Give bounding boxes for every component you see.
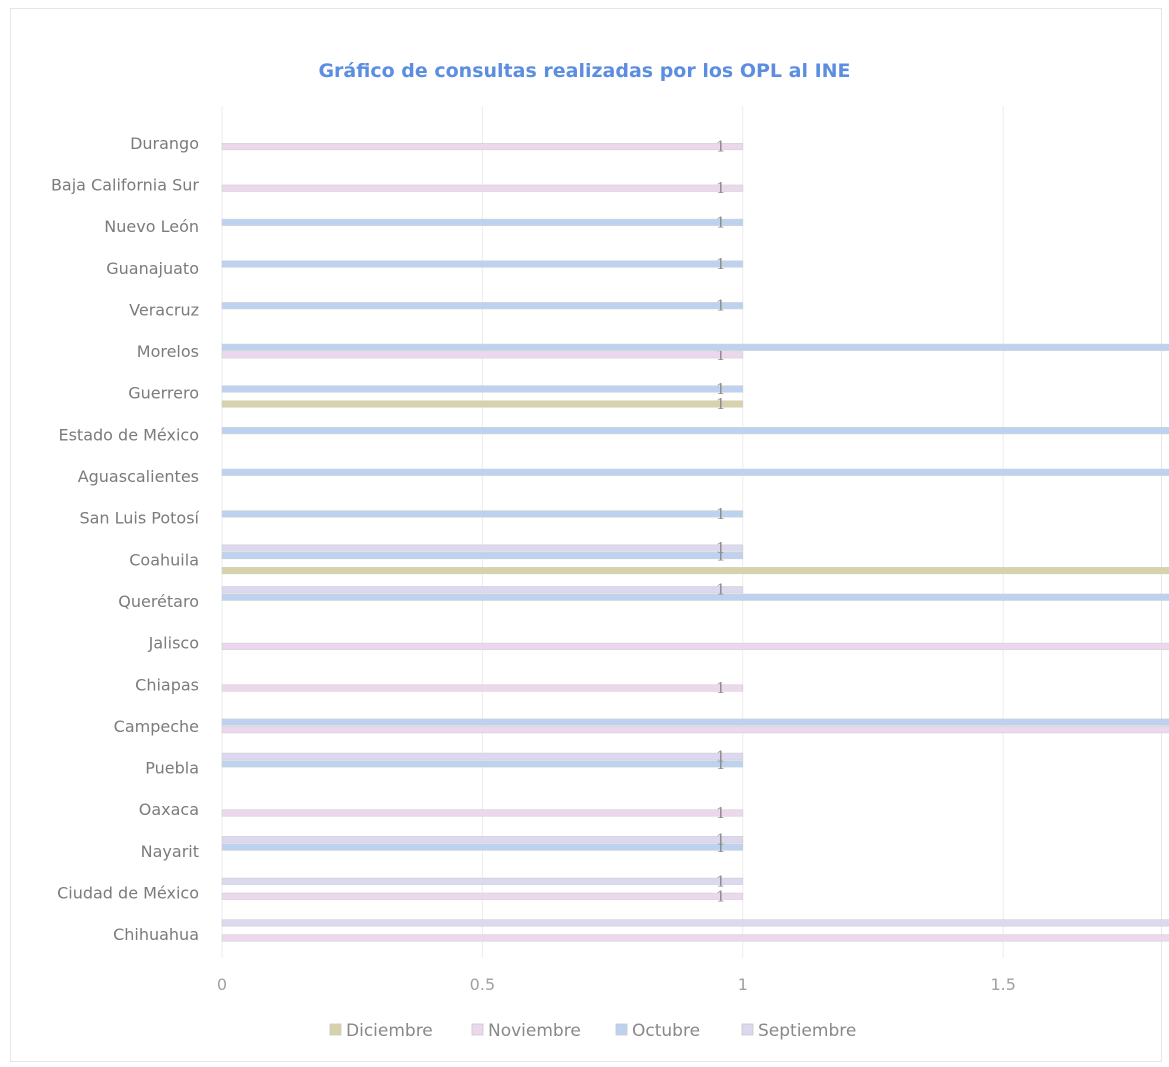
bar-diciembre-coahuila — [221, 567, 1169, 575]
data-label-noviembre-oaxaca: 1 — [716, 804, 726, 822]
data-label-septiembre-queretaro: 1 — [716, 581, 726, 599]
legend-swatch-septiembre — [741, 1023, 754, 1036]
bar-noviembre-durango — [221, 143, 744, 151]
category-label-guerrero: Guerrero — [128, 384, 199, 403]
category-label-puebla: Puebla — [145, 759, 199, 778]
category-label-guanajuato: Guanajuato — [106, 259, 199, 278]
category-label-nayarit: Nayarit — [141, 842, 199, 861]
category-label-campeche: Campeche — [114, 717, 199, 736]
bar-noviembre-chihuahua — [221, 934, 1169, 942]
bar-octubre-nayarit — [221, 843, 744, 851]
category-label-durango: Durango — [130, 134, 199, 153]
bar-octubre-nuevo-leon — [221, 218, 744, 226]
x-tick-label: 1 — [738, 975, 748, 994]
legend-swatch-diciembre — [329, 1023, 342, 1036]
data-label-noviembre-morelos: 1 — [716, 346, 726, 364]
bar-septiembre-puebla — [221, 752, 744, 760]
chart-title: Gráfico de consultas realizadas por los … — [318, 60, 851, 82]
bar-noviembre-jalisco — [221, 642, 1169, 650]
bar-octubre-campeche — [221, 718, 1169, 726]
data-label-septiembre-coahuila: 1 — [716, 539, 726, 557]
category-label-aguascalientes: Aguascalientes — [78, 467, 199, 486]
x-tick-label: 0.5 — [470, 975, 495, 994]
chart-frame — [10, 8, 1162, 1062]
legend-label-octubre: Octubre — [632, 1021, 700, 1041]
bar-noviembre-morelos — [221, 351, 744, 359]
bar-noviembre-oaxaca — [221, 809, 744, 817]
data-label-octubre-coahuila: 1 — [716, 547, 726, 565]
bar-octubre-coahuila — [221, 552, 744, 560]
data-label-noviembre-durango: 1 — [716, 138, 726, 156]
bar-diciembre-guerrero — [221, 400, 744, 408]
category-label-nuevo-leon: Nuevo León — [104, 217, 199, 236]
legend-label-noviembre: Noviembre — [488, 1021, 581, 1041]
bars: 312112121111123113213111311111 — [221, 138, 1169, 942]
category-label-queretaro: Querétaro — [118, 592, 199, 611]
bar-octubre-san-luis-potosi — [221, 510, 744, 518]
data-label-octubre-veracruz: 1 — [716, 297, 726, 315]
bar-octubre-morelos — [221, 343, 1169, 351]
data-label-noviembre-ciudad-de-mexico: 1 — [716, 887, 726, 905]
bar-septiembre-ciudad-de-mexico — [221, 877, 744, 885]
data-label-octubre-nuevo-leon: 1 — [716, 213, 726, 231]
x-axis-tick-labels: 00.511.522.533.5 — [217, 975, 1016, 994]
bar-septiembre-coahuila — [221, 544, 744, 552]
gridlines — [221, 106, 1004, 958]
category-label-coahuila: Coahuila — [129, 550, 199, 569]
bar-octubre-guerrero — [221, 385, 744, 393]
x-tick-label: 1.5 — [990, 975, 1015, 994]
data-label-noviembre-chiapas: 1 — [716, 679, 726, 697]
category-label-jalisco: Jalisco — [148, 634, 199, 653]
data-label-septiembre-nayarit: 1 — [716, 831, 726, 849]
bar-septiembre-chihuahua — [221, 919, 1169, 927]
bar-octubre-estado-de-mexico — [221, 427, 1169, 435]
data-label-octubre-nayarit: 1 — [716, 838, 726, 856]
category-label-chihuahua: Chihuahua — [113, 925, 199, 944]
data-label-septiembre-ciudad-de-mexico: 1 — [716, 872, 726, 890]
legend-label-septiembre: Septiembre — [758, 1021, 856, 1041]
legend-label-diciembre: Diciembre — [346, 1021, 433, 1041]
bar-octubre-aguascalientes — [221, 468, 1169, 476]
x-tick-label: 0 — [217, 975, 227, 994]
category-label-oaxaca: Oaxaca — [139, 800, 199, 819]
data-label-octubre-puebla: 1 — [716, 755, 726, 773]
data-label-septiembre-puebla: 1 — [716, 747, 726, 765]
data-label-octubre-guerrero: 1 — [716, 380, 726, 398]
category-label-san-luis-potosi: San Luis Potosí — [79, 509, 199, 528]
category-label-veracruz: Veracruz — [129, 300, 199, 319]
bar-noviembre-ciudad-de-mexico — [221, 892, 744, 900]
bar-noviembre-chiapas — [221, 684, 744, 692]
bar-octubre-guanajuato — [221, 260, 744, 268]
category-label-morelos: Morelos — [137, 342, 199, 361]
bar-octubre-puebla — [221, 760, 744, 768]
category-label-chiapas: Chiapas — [135, 675, 199, 694]
bar-septiembre-queretaro — [221, 586, 744, 594]
category-label-estado-de-mexico: Estado de México — [58, 425, 199, 444]
data-label-octubre-san-luis-potosi: 1 — [716, 505, 726, 523]
bar-septiembre-nayarit — [221, 836, 744, 844]
category-labels: Chihuahua Ciudad de México Nayarit Oaxaca Pu… — [51, 134, 200, 944]
bar-octubre-queretaro — [221, 593, 1169, 601]
legend-swatch-noviembre — [471, 1023, 484, 1036]
data-label-noviembre-baja-california-sur: 1 — [716, 179, 726, 197]
category-label-ciudad-de-mexico: Ciudad de México — [57, 884, 199, 903]
legend: Diciembre Noviembre Octubre Septiembre — [329, 1021, 856, 1041]
data-label-diciembre-guerrero: 1 — [716, 395, 726, 413]
bar-octubre-veracruz — [221, 302, 744, 310]
bar-noviembre-baja-california-sur — [221, 184, 744, 192]
category-label-baja-california-sur: Baja California Sur — [51, 175, 199, 194]
bar-noviembre-campeche — [221, 726, 1169, 734]
legend-swatch-octubre — [615, 1023, 628, 1036]
data-label-octubre-guanajuato: 1 — [716, 255, 726, 273]
